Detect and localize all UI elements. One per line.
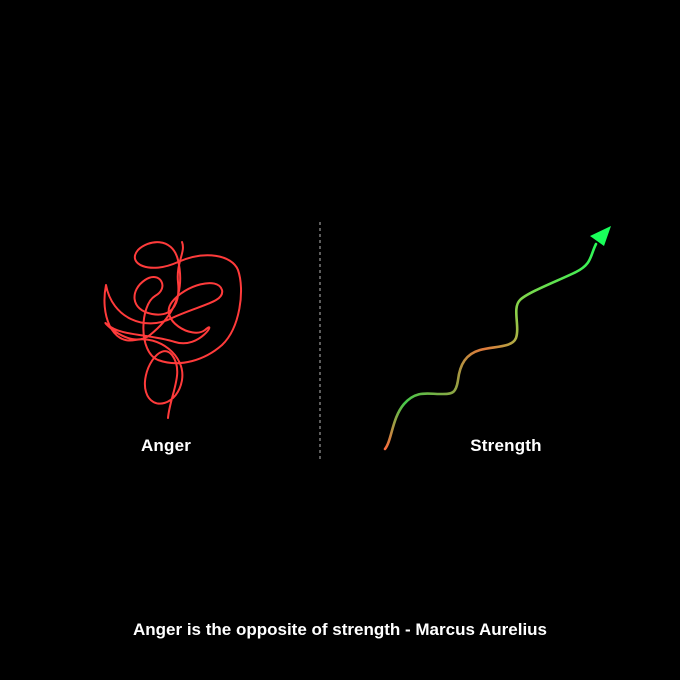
quote-caption: Anger is the opposite of strength - Marc… — [132, 620, 548, 639]
strength-label: Strength — [470, 436, 542, 455]
arrowhead-icon — [590, 226, 611, 246]
anger-label: Anger — [140, 436, 192, 455]
strength-arrow-line-icon — [383, 242, 598, 451]
anger-tangle-icon — [103, 241, 243, 419]
